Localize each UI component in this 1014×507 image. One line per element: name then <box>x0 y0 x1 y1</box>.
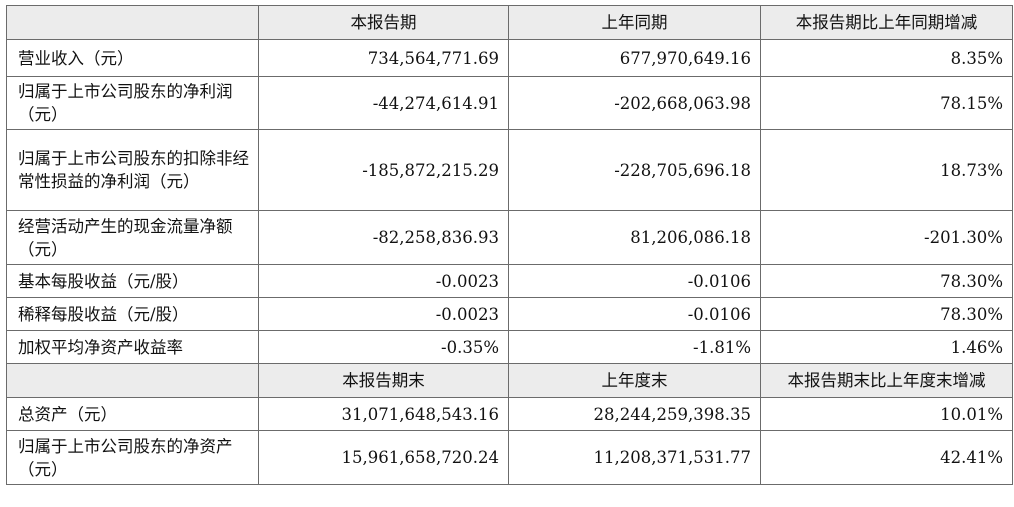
financial-summary-table: 本报告期 上年同期 本报告期比上年同期增减 营业收入（元） 734,564,77… <box>6 5 1013 485</box>
cell-current-period-end: 31,071,648,543.16 <box>258 397 509 431</box>
cell-prior-year-period: -228,705,696.18 <box>508 129 761 211</box>
cell-prior-year-period: 677,970,649.16 <box>508 39 761 77</box>
cell-current-period-end: 15,961,658,720.24 <box>258 430 509 485</box>
cell-current-period: -0.35% <box>258 330 509 364</box>
row-label: 归属于上市公司股东的扣除非经常性损益的净利润（元） <box>6 129 259 211</box>
cell-prior-year-period: -1.81% <box>508 330 761 364</box>
cell-change: -201.30% <box>760 210 1013 265</box>
table-row-net-profit-deducted: 归属于上市公司股东的扣除非经常性损益的净利润（元） -185,872,215.2… <box>6 129 1013 211</box>
cell-current-period: -0.0023 <box>258 264 509 298</box>
header-corner-cell <box>6 363 259 398</box>
table-row-net-assets: 归属于上市公司股东的净资产（元） 15,961,658,720.24 11,20… <box>6 430 1013 485</box>
table-row-basic-eps: 基本每股收益（元/股） -0.0023 -0.0106 78.30% <box>6 264 1013 298</box>
cell-current-period: -82,258,836.93 <box>258 210 509 265</box>
row-label: 营业收入（元） <box>6 39 259 77</box>
header-period-end-change: 本报告期末比上年度末增减 <box>760 363 1013 398</box>
header-current-period: 本报告期 <box>258 5 509 40</box>
header-prior-year-end: 上年度末 <box>508 363 761 398</box>
cell-prior-year-period: 81,206,086.18 <box>508 210 761 265</box>
cell-change: 78.15% <box>760 76 1013 130</box>
row-label: 归属于上市公司股东的净利润（元） <box>6 76 259 130</box>
table-row-net-profit: 归属于上市公司股东的净利润（元） -44,274,614.91 -202,668… <box>6 76 1013 130</box>
row-label: 总资产（元） <box>6 397 259 431</box>
cell-prior-year-period: -0.0106 <box>508 297 761 331</box>
table-row-diluted-eps: 稀释每股收益（元/股） -0.0023 -0.0106 78.30% <box>6 297 1013 331</box>
table-row-revenue: 营业收入（元） 734,564,771.69 677,970,649.16 8.… <box>6 39 1013 77</box>
row-label: 经营活动产生的现金流量净额（元） <box>6 210 259 265</box>
cell-change: 42.41% <box>760 430 1013 485</box>
header-period-change: 本报告期比上年同期增减 <box>760 5 1013 40</box>
row-label: 基本每股收益（元/股） <box>6 264 259 298</box>
cell-change: 1.46% <box>760 330 1013 364</box>
table-header-row-period: 本报告期 上年同期 本报告期比上年同期增减 <box>6 5 1013 40</box>
row-label: 归属于上市公司股东的净资产（元） <box>6 430 259 485</box>
cell-change: 18.73% <box>760 129 1013 211</box>
table-row-weighted-roe: 加权平均净资产收益率 -0.35% -1.81% 1.46% <box>6 330 1013 364</box>
table-row-operating-cash-flow: 经营活动产生的现金流量净额（元） -82,258,836.93 81,206,0… <box>6 210 1013 265</box>
header-current-period-end: 本报告期末 <box>258 363 509 398</box>
cell-prior-year-end: 11,208,371,531.77 <box>508 430 761 485</box>
cell-change: 10.01% <box>760 397 1013 431</box>
cell-current-period: -44,274,614.91 <box>258 76 509 130</box>
cell-change: 78.30% <box>760 297 1013 331</box>
cell-change: 8.35% <box>760 39 1013 77</box>
cell-current-period: -0.0023 <box>258 297 509 331</box>
row-label: 加权平均净资产收益率 <box>6 330 259 364</box>
cell-change: 78.30% <box>760 264 1013 298</box>
cell-prior-year-period: -0.0106 <box>508 264 761 298</box>
table-header-row-period-end: 本报告期末 上年度末 本报告期末比上年度末增减 <box>6 363 1013 398</box>
cell-prior-year-end: 28,244,259,398.35 <box>508 397 761 431</box>
cell-current-period: -185,872,215.29 <box>258 129 509 211</box>
header-corner-cell <box>6 5 259 40</box>
table-row-total-assets: 总资产（元） 31,071,648,543.16 28,244,259,398.… <box>6 397 1013 431</box>
cell-prior-year-period: -202,668,063.98 <box>508 76 761 130</box>
row-label: 稀释每股收益（元/股） <box>6 297 259 331</box>
cell-current-period: 734,564,771.69 <box>258 39 509 77</box>
header-prior-year-period: 上年同期 <box>508 5 761 40</box>
